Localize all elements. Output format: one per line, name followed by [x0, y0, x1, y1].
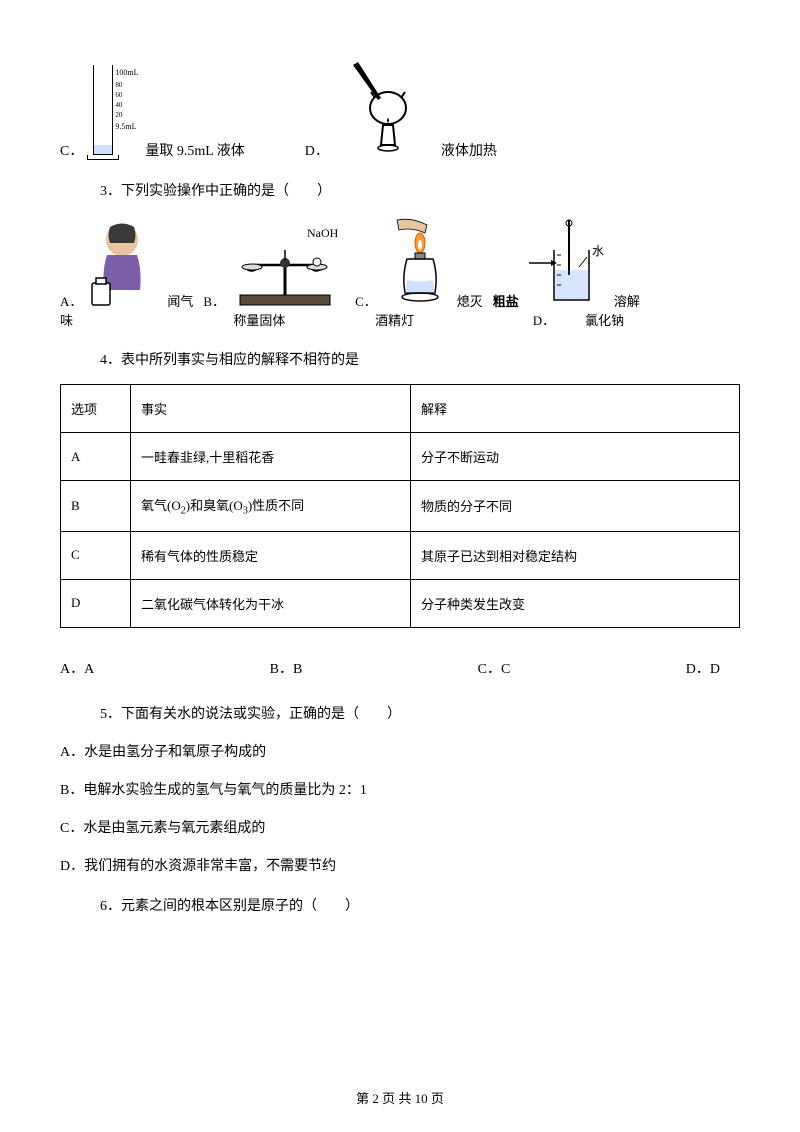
table-cell: 一畦春韭绿,十里稻花香 — [131, 433, 411, 481]
page-footer: 第 2 页 共 10 页 — [0, 1088, 800, 1107]
option-label: 量取 9.5mL 液体 — [145, 140, 244, 160]
table-header: 选项 — [61, 385, 131, 433]
graduated-cylinder-icon: 100mL 80 60 40 20 9.5mL — [87, 60, 137, 160]
text-part: (O — [229, 498, 243, 513]
table-row: A 一畦春韭绿,十里稻花香 分子不断运动 — [61, 433, 740, 481]
table-cell: 分子种类发生改变 — [411, 579, 740, 627]
q2-option-c: C． 100mL 80 60 40 20 9.5mL 量取 9.5mL 液体 — [60, 60, 245, 160]
q3-option-a: A． 闻气 味 — [60, 215, 193, 329]
flask-heating-icon — [333, 50, 433, 160]
option-label-top: 闻气 — [167, 291, 193, 310]
q5-option-a: A．水是由氢分子和氧原子构成的 — [60, 741, 740, 761]
option-label: 液体加热 — [441, 140, 497, 160]
answer-option: D．D — [686, 658, 720, 678]
q4-answers: A．A B．B C．C D．D — [60, 658, 740, 678]
option-label-dissolve: 溶解 — [614, 291, 640, 310]
table-row: 选项 事实 解释 — [61, 385, 740, 433]
q4-text: 4．表中所列事实与相应的解释不相符的是 — [100, 349, 740, 369]
q2-options-row: C． 100mL 80 60 40 20 9.5mL 量取 9.5mL 液体 D… — [60, 50, 740, 160]
table-row: D 二氧化碳气体转化为干冰 分子种类发生改变 — [61, 579, 740, 627]
answer-option: B．B — [270, 658, 303, 678]
q2-option-d: D． 液体加热 — [305, 50, 497, 160]
mark-label: 9.5mL — [115, 120, 138, 134]
table-cell: 二氧化碳气体转化为干冰 — [131, 579, 411, 627]
table-row: B 氧气(O2)和臭氧(O3)性质不同 物质的分子不同 — [61, 481, 740, 532]
q3-text: 3．下列实验操作中正确的是（ ） — [100, 180, 740, 200]
svg-text:水: 水 — [592, 244, 604, 258]
option-label-bottom: 酒精灯 — [375, 310, 414, 329]
table-cell: 分子不断运动 — [411, 433, 740, 481]
option-label-bottom: 味 — [60, 310, 73, 329]
scale-value: 60 — [115, 90, 138, 100]
option-letter: A． — [60, 291, 82, 310]
table-cell: C — [61, 531, 131, 579]
table-header: 解释 — [411, 385, 740, 433]
answer-option: A．A — [60, 658, 94, 678]
table-row: C 稀有气体的性质稳定 其原子已达到相对稳定结构 — [61, 531, 740, 579]
option-letter: D． — [305, 140, 329, 160]
table-cell: A — [61, 433, 131, 481]
option-letter: C． — [355, 291, 377, 310]
table-cell: D — [61, 579, 131, 627]
table-cell: 氧气(O2)和臭氧(O3)性质不同 — [131, 481, 411, 532]
alcohol-lamp-icon — [377, 215, 457, 310]
option-label-bottom: 氯化钠 — [585, 310, 624, 329]
q5-option-d: D．我们拥有的水资源非常丰富，不需要节约 — [60, 855, 740, 875]
table-cell: 稀有气体的性质稳定 — [131, 531, 411, 579]
mark-label: 100mL — [115, 66, 138, 80]
scale-value: 80 — [115, 80, 138, 90]
text-part: 氧气 — [141, 498, 167, 513]
q3-options-row: A． 闻气 味 B． NaOH — [60, 215, 740, 329]
q3-option-d: 粗盐 水 溶解 D． — [493, 215, 640, 329]
option-letter: D． — [533, 310, 555, 329]
naoh-label: NaOH — [307, 226, 339, 240]
q3-option-c: C． 熄灭 酒精灯 — [355, 215, 483, 329]
q5-option-c: C．水是由氢元素与氧元素组成的 — [60, 817, 740, 837]
q6-text: 6．元素之间的根本区别是原子的（ ） — [100, 895, 740, 915]
q3-option-b: B． NaOH 称量固体 — [203, 225, 345, 329]
balance-scale-icon: NaOH — [225, 225, 345, 310]
option-label-top: 熄灭 — [457, 291, 483, 310]
scale-value: 20 — [115, 110, 138, 120]
scale-value: 40 — [115, 100, 138, 110]
table-cell: 物质的分子不同 — [411, 481, 740, 532]
q5-option-b: B．电解水实验生成的氢气与氧气的质量比为 2：1 — [60, 779, 740, 799]
option-letter: B． — [203, 291, 225, 310]
beaker-dissolve-icon: 水 — [519, 215, 614, 310]
text-part: 和臭氧 — [190, 498, 229, 513]
answer-option: C．C — [478, 658, 511, 678]
option-label-salt: 粗盐 — [493, 291, 519, 310]
option-label-bottom: 称量固体 — [233, 310, 285, 329]
text-part: 性质不同 — [252, 498, 304, 513]
option-letter: C． — [60, 140, 83, 160]
q4-table: 选项 事实 解释 A 一畦春韭绿,十里稻花香 分子不断运动 B 氧气(O2)和臭… — [60, 384, 740, 628]
q5-text: 5．下面有关水的说法或实验，正确的是（ ） — [100, 703, 740, 723]
smell-gas-icon — [82, 215, 167, 310]
table-cell: 其原子已达到相对稳定结构 — [411, 531, 740, 579]
table-header: 事实 — [131, 385, 411, 433]
table-cell: B — [61, 481, 131, 532]
text-part: (O — [167, 498, 181, 513]
